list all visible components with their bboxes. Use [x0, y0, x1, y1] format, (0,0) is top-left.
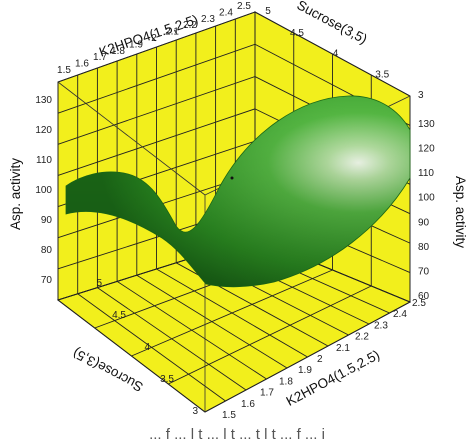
tick-label: 4: [144, 342, 150, 353]
surface-plot: 1.5 1.6 1.7 1.8 1.9 2 2.1 2.2 2.3 2.4 2.5 4.5 4 3.5 3…: [8, 0, 468, 421]
tick-label: 110: [36, 155, 52, 166]
tick-label: 3.5: [160, 374, 174, 385]
tick-label: 70: [418, 266, 430, 277]
tick-label: 80: [41, 245, 53, 256]
tick-label: 120: [418, 144, 435, 155]
tick-label: 1.7: [93, 52, 107, 63]
tick-label: 110: [418, 168, 434, 179]
figure-caption: ... f ... l t ... l t ... t l t ... f ..…: [149, 426, 325, 443]
tick-label: 90: [41, 215, 53, 226]
floor-gridline: [204, 301, 411, 413]
right-activity-ticks: 130 120 110 100 90 80 70 60: [418, 119, 435, 302]
floor-gridline: [168, 285, 372, 385]
right-wall-gridline: [254, 11, 411, 97]
tick-label: 1.8: [279, 376, 293, 387]
tick-label: 90: [418, 217, 430, 228]
tick-label: 120: [35, 125, 52, 136]
left-activity-ticks: 130 120 110 100 90 80 70: [35, 95, 52, 286]
top-sucrose-ticks: 4.5 4 3.5 3: [290, 28, 424, 101]
left-wall-gridline: [57, 108, 256, 176]
tick-label: 4.5: [112, 310, 126, 321]
tick-label: 1.7: [260, 388, 274, 399]
tick-label: 2.1: [165, 27, 179, 38]
tick-label: 2.1: [336, 343, 350, 354]
tick-label: 5: [96, 278, 102, 289]
left-wall-gridline: [57, 76, 256, 145]
tick-label: 130: [35, 95, 52, 106]
tick-label: 60: [418, 291, 430, 302]
design-point: [230, 176, 234, 180]
tick-label: 4: [333, 49, 339, 60]
tick-label: 80: [418, 242, 430, 253]
response-surface-shade: [66, 95, 410, 287]
tick-label: 130: [418, 119, 435, 130]
tick-label: 2.4: [393, 309, 407, 320]
tick-label: 3: [418, 90, 424, 101]
top-k2hpo4-ticks: 1.5 1.6 1.7 1.8 1.9 2 2.1 2.2 2.3 2.4 2.5: [57, 1, 251, 76]
tick-label: 2.3: [374, 320, 388, 331]
left-wall-gridline: [57, 11, 256, 83]
tick-label: 1.9: [298, 365, 312, 376]
top-corner-tick: 5: [265, 6, 271, 17]
left-activity-title: Asp. activity: [8, 158, 23, 230]
tick-label: 2.5: [412, 298, 426, 309]
bottom-sucrose-ticks: 5 4.5 4 3.5 3: [96, 278, 198, 417]
tick-label: 70: [41, 275, 53, 286]
tick-label: 1.8: [111, 46, 125, 57]
tick-label: 1.5: [222, 410, 236, 421]
tick-label: 4.5: [290, 28, 304, 39]
tick-label: 3: [192, 406, 198, 417]
tick-label: 3.5: [375, 69, 389, 80]
tick-label: 2: [151, 33, 157, 44]
tick-label: 2: [317, 354, 323, 365]
tick-label: 1.6: [75, 59, 89, 70]
tick-label: 2.2: [183, 20, 197, 31]
tick-label: 2.5: [237, 1, 251, 12]
tick-label: 100: [35, 185, 52, 196]
right-activity-title: Asp. activity: [453, 176, 468, 248]
tick-label: 2.2: [355, 332, 369, 343]
tick-label: 1.6: [241, 399, 255, 410]
tick-label: 100: [418, 193, 435, 204]
floor-gridline: [131, 269, 333, 357]
tick-label: 2.3: [201, 14, 215, 25]
left-wall-gridline: [57, 43, 256, 114]
tick-label: 1.9: [129, 39, 143, 50]
tick-label: 1.5: [57, 65, 71, 76]
bottom-k2hpo4-ticks: 2.5 2.4 2.3 2.2 2.1 2 1.9 1.8 1.7 1.6 1.5: [222, 298, 426, 421]
tick-label: 2.4: [219, 7, 233, 18]
